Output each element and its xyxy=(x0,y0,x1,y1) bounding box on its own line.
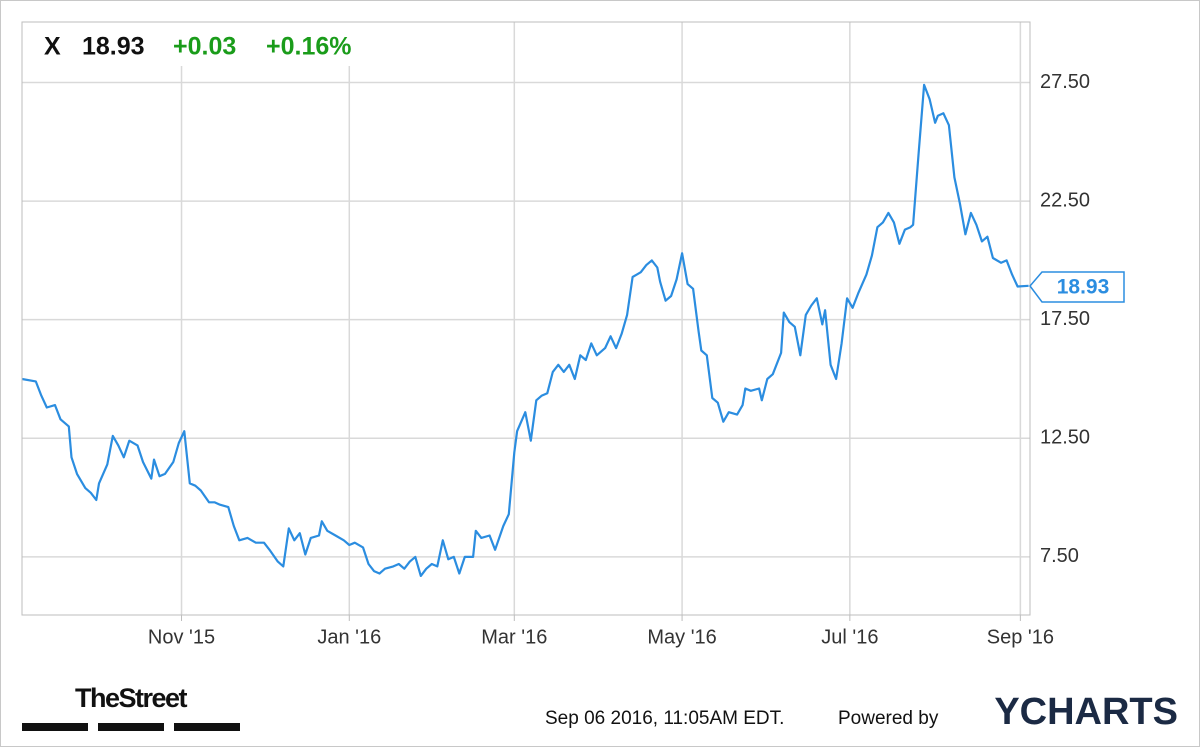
timestamp: Sep 06 2016, 11:05AM EDT. xyxy=(545,708,784,729)
x-tick-label: Mar '16 xyxy=(481,626,547,648)
y-tick-label: 17.50 xyxy=(1040,308,1090,330)
price: 18.93 xyxy=(82,33,145,61)
powered-by: Powered by xyxy=(838,708,939,729)
x-tick-label: Jul '16 xyxy=(821,626,878,648)
y-tick-label: 22.50 xyxy=(1040,189,1090,211)
plot-area: 7.50 12.50 17.50 22.50 27.50 Nov '15 Jan '16 Ma… xyxy=(21,22,1090,648)
x-tick-label: Nov '15 xyxy=(148,626,215,648)
source-logo: TheStreet xyxy=(75,683,188,713)
price-line xyxy=(21,83,1029,577)
header-box xyxy=(22,22,390,66)
y-tick-label: 27.50 xyxy=(1040,71,1090,93)
brand-logo: YCHARTS xyxy=(994,691,1178,733)
last-price-label: 18.93 xyxy=(1057,276,1110,299)
logo-bar xyxy=(22,723,88,731)
y-tick-label: 7.50 xyxy=(1040,545,1079,567)
plot-border xyxy=(21,21,1031,616)
ticker: X xyxy=(44,33,61,61)
x-tick-label: May '16 xyxy=(647,626,716,648)
last-price-tag xyxy=(1029,271,1125,303)
logo-bar xyxy=(174,723,240,731)
x-tick-label: Jan '16 xyxy=(317,626,381,648)
logo-bar xyxy=(98,723,164,731)
y-tick-label: 12.50 xyxy=(1040,427,1090,449)
change: +0.03 xyxy=(173,33,236,61)
change-percent: +0.16% xyxy=(266,33,352,61)
x-tick-label: Sep '16 xyxy=(987,626,1054,648)
